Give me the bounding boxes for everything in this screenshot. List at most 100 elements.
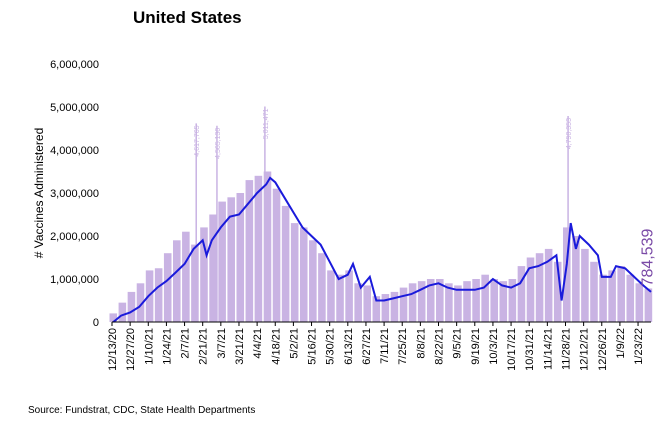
- bar: [290, 223, 299, 322]
- bar: [417, 281, 426, 322]
- bar: [118, 302, 127, 322]
- last-value-label: 784,539: [639, 229, 656, 287]
- x-tick-label: 1/9/22: [615, 328, 627, 359]
- bar: [191, 244, 199, 322]
- bar: [590, 261, 598, 322]
- bar: [309, 240, 317, 322]
- y-tick-label: 4,000,000: [50, 145, 99, 157]
- bar: [508, 279, 517, 322]
- x-tick-label: 1/23/22: [633, 328, 645, 365]
- y-tick-label: 5,000,000: [50, 102, 99, 114]
- x-tick-label: 2/21/21: [198, 328, 210, 365]
- x-tick-label: 12/13/20: [107, 328, 119, 371]
- bar: [272, 188, 281, 322]
- bar: [127, 291, 136, 322]
- bar-series: [109, 171, 653, 322]
- bar: [254, 175, 263, 322]
- bar: [381, 294, 390, 322]
- bar: [499, 281, 508, 322]
- x-tick-label: 5/30/21: [325, 328, 337, 365]
- bar: [472, 279, 480, 322]
- bar: [635, 283, 644, 322]
- x-tick-label: 3/7/21: [216, 328, 228, 359]
- bar: [345, 270, 353, 322]
- x-tick-label: 5/16/21: [307, 328, 319, 365]
- x-tick-label: 2/7/21: [180, 328, 192, 359]
- bar: [463, 281, 471, 322]
- bar: [372, 296, 381, 322]
- bar: [481, 274, 489, 322]
- bar: [154, 268, 163, 322]
- x-tick-label: 8/22/21: [434, 328, 446, 365]
- y-tick-label: 1,000,000: [50, 274, 99, 286]
- bar: [200, 227, 208, 322]
- chart-title: United States: [133, 8, 242, 27]
- y-tick-label: 6,000,000: [50, 59, 99, 71]
- y-axis-label: # Vaccines Administered: [32, 128, 46, 259]
- x-tick-label: 11/14/21: [542, 328, 554, 370]
- x-tick-label: 9/5/21: [452, 328, 464, 359]
- bar: [581, 248, 589, 322]
- bar: [363, 285, 372, 322]
- x-tick-label: 10/17/21: [506, 328, 518, 371]
- annotation-label: 4,790,353: [566, 118, 573, 149]
- y-tick-label: 0: [93, 317, 99, 329]
- x-tick-label: 4/18/21: [270, 328, 282, 365]
- y-tick-label: 3,000,000: [50, 188, 99, 200]
- x-tick-label: 6/13/21: [343, 328, 355, 365]
- bar: [644, 288, 653, 322]
- x-tick-label: 12/26/21: [597, 328, 609, 371]
- bar: [182, 231, 190, 322]
- bar: [327, 270, 335, 322]
- x-tick-label: 11/28/21: [560, 328, 572, 370]
- bar: [136, 283, 145, 322]
- x-tick-label: 10/3/21: [488, 328, 500, 365]
- bar: [399, 287, 408, 322]
- bar: [218, 201, 226, 322]
- bar: [526, 257, 535, 322]
- moving-average-line: [112, 176, 652, 323]
- bar: [426, 279, 435, 322]
- bar: [390, 291, 399, 322]
- bar: [408, 283, 417, 322]
- bar: [209, 214, 217, 322]
- bar: [617, 266, 625, 322]
- bar: [572, 236, 580, 322]
- bar: [535, 253, 544, 322]
- bar: [236, 193, 245, 322]
- bar: [281, 205, 290, 322]
- x-tick-label: 1/10/21: [143, 328, 155, 365]
- x-tick-label: 1/24/21: [161, 328, 173, 365]
- y-axis: 0 1,000,000 2,000,000 3,000,000 4,000,000 5,0…: [50, 59, 99, 329]
- annotation-label: 4,565,130: [215, 128, 222, 159]
- bar: [354, 283, 362, 322]
- x-tick-label: 7/11/21: [379, 328, 391, 364]
- bar: [608, 270, 616, 322]
- bar: [445, 283, 453, 322]
- x-tick-label: 7/25/21: [397, 328, 409, 365]
- bar: [336, 274, 344, 322]
- peak-annotations: 4,617,765 4,565,130 5,011,471 4,790,353: [194, 106, 573, 322]
- bar: [626, 274, 635, 322]
- bar: [517, 266, 526, 322]
- x-tick-label: 4/4/21: [252, 328, 264, 359]
- x-tick-label: 10/31/21: [524, 328, 536, 371]
- bar: [172, 240, 181, 322]
- x-tick-label: 6/27/21: [361, 328, 373, 365]
- bar: [454, 285, 462, 322]
- bar: [490, 279, 499, 322]
- bar: [109, 313, 118, 322]
- x-tick-label: 12/27/20: [125, 328, 137, 371]
- bar: [263, 171, 272, 322]
- bar: [245, 180, 254, 322]
- x-tick-label: 9/19/21: [470, 328, 482, 365]
- x-tick-label: 3/21/21: [234, 328, 246, 365]
- bar: [553, 261, 562, 322]
- x-axis: 12/13/20 12/27/20 1/10/21 1/24/21 2/7/21 2/21…: [107, 322, 645, 371]
- bar: [299, 227, 308, 322]
- bar: [163, 253, 172, 322]
- bar: [562, 227, 571, 322]
- x-tick-label: 8/8/21: [415, 328, 427, 359]
- bar: [318, 253, 326, 322]
